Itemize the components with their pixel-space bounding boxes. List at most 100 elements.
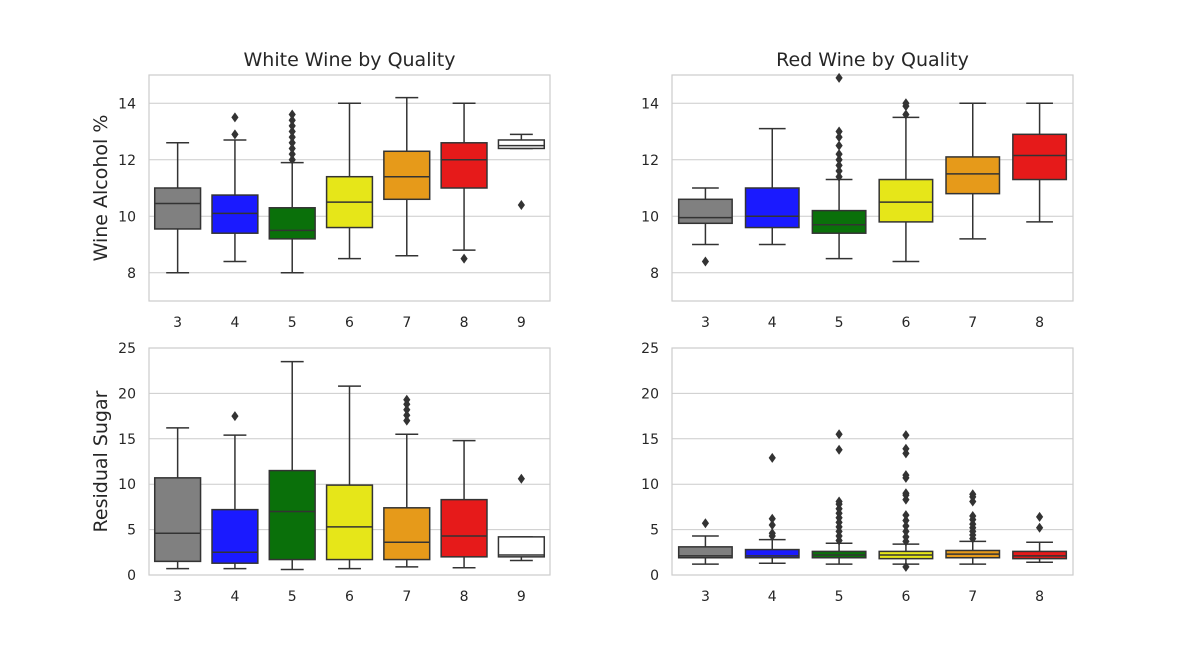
chart-title: White Wine by Quality: [244, 49, 456, 71]
y-tick-label: 10: [118, 477, 136, 493]
panel-white-sugar: 0 5 10 15 20 25 3 4 5 6 7 8 9 Residual Sugar: [90, 341, 551, 605]
outlier-marker: [288, 126, 296, 137]
box-7: [383, 96, 431, 257]
outlier-marker: [1035, 522, 1044, 533]
iqr-box: [878, 178, 934, 223]
x-tick-label: 6: [901, 315, 910, 331]
iqr-box: [383, 150, 431, 201]
outlier-marker: [902, 430, 910, 441]
x-tick-label: 3: [173, 589, 182, 605]
x-tick-label: 6: [345, 315, 354, 331]
y-tick-label: 8: [127, 266, 136, 282]
outlier-marker: [288, 137, 296, 148]
box-6: [325, 102, 374, 260]
outlier-marker: [460, 253, 468, 264]
y-tick-label: 25: [118, 341, 136, 357]
x-tick-label: 8: [460, 315, 469, 331]
box-5: [268, 360, 316, 571]
box-9: [497, 133, 546, 210]
x-tick-label: 5: [835, 315, 844, 331]
box-3: [153, 427, 202, 570]
x-tick-label: 3: [173, 315, 182, 331]
outlier-marker: [288, 120, 296, 131]
iqr-box: [677, 198, 733, 225]
outlier-marker: [403, 404, 411, 415]
outlier-marker: [768, 513, 776, 524]
outlier-marker: [902, 98, 910, 109]
x-tick-label: 4: [230, 315, 239, 331]
outlier-marker: [835, 72, 843, 83]
y-tick-label: 10: [641, 209, 659, 225]
iqr-box: [268, 469, 316, 561]
iqr-box: [1012, 133, 1068, 181]
x-tick-label: 6: [901, 589, 910, 605]
box-4: [744, 452, 800, 564]
iqr-box: [945, 156, 1001, 195]
box-8: [440, 439, 488, 569]
outlier-marker: [835, 429, 843, 440]
outlier-marker: [835, 444, 843, 455]
outlier-marker: [288, 154, 296, 165]
outlier-marker: [835, 171, 843, 182]
iqr-box: [744, 187, 800, 229]
x-tick-label: 9: [517, 589, 526, 605]
iqr-box: [211, 508, 259, 564]
outlier-marker: [835, 154, 843, 165]
axes-frame: [671, 74, 1074, 302]
outlier-marker: [902, 443, 910, 454]
iqr-box: [383, 507, 431, 561]
box-7: [945, 102, 1001, 240]
y-tick-label: 10: [118, 209, 136, 225]
box-6: [325, 385, 374, 570]
x-tick-label: 4: [230, 589, 239, 605]
y-tick-label: 14: [118, 96, 136, 112]
outlier-marker: [288, 132, 296, 143]
iqr-box: [440, 498, 488, 558]
box-6: [878, 98, 934, 263]
x-tick-label: 4: [768, 589, 777, 605]
outlier-marker: [902, 561, 910, 572]
outlier-marker: [969, 510, 977, 521]
x-tick-label: 5: [288, 589, 297, 605]
x-tick-label: 3: [701, 589, 710, 605]
outlier-marker: [701, 518, 710, 529]
iqr-box: [440, 142, 488, 189]
outlier-marker: [835, 496, 843, 507]
outlier-marker: [835, 149, 843, 160]
chart-title: Red Wine by Quality: [776, 49, 969, 71]
box-9: [497, 473, 546, 562]
x-tick-label: 7: [968, 589, 977, 605]
box-8: [440, 102, 488, 264]
outlier-marker: [902, 488, 910, 499]
iqr-box: [268, 207, 316, 240]
panel-red-sugar: 0 5 10 15 20 25 3 4 5 6 7 8: [641, 341, 1074, 605]
outlier-marker: [768, 528, 776, 539]
x-tick-label: 6: [345, 589, 354, 605]
y-tick-label: 25: [641, 341, 659, 357]
y-axis-label: Residual Sugar: [90, 390, 112, 532]
outlier-marker: [403, 394, 411, 405]
axes-frame: [671, 347, 1074, 576]
box-3: [153, 142, 202, 274]
axes-frame: [148, 347, 551, 576]
iqr-box: [811, 209, 867, 234]
outlier-marker: [231, 112, 239, 123]
iqr-box: [153, 187, 202, 230]
x-tick-label: 7: [968, 315, 977, 331]
outlier-marker: [288, 143, 296, 154]
panel-white-alcohol: 8 10 12 14 3 4 5 6 7 8 9 White Wine by Quality Wine …: [90, 49, 551, 331]
box-8: [1012, 511, 1068, 564]
box-4: [211, 411, 259, 570]
box-5: [811, 72, 867, 260]
outlier-marker: [403, 410, 411, 421]
y-tick-label: 12: [641, 153, 659, 169]
outlier-marker: [403, 415, 411, 426]
outlier-marker: [768, 452, 776, 463]
iqr-box: [497, 536, 546, 558]
x-tick-label: 9: [517, 315, 526, 331]
iqr-box: [1012, 550, 1068, 560]
y-axis-label: Wine Alcohol %: [90, 115, 112, 262]
x-tick-label: 7: [402, 589, 411, 605]
x-tick-label: 8: [1035, 589, 1044, 605]
